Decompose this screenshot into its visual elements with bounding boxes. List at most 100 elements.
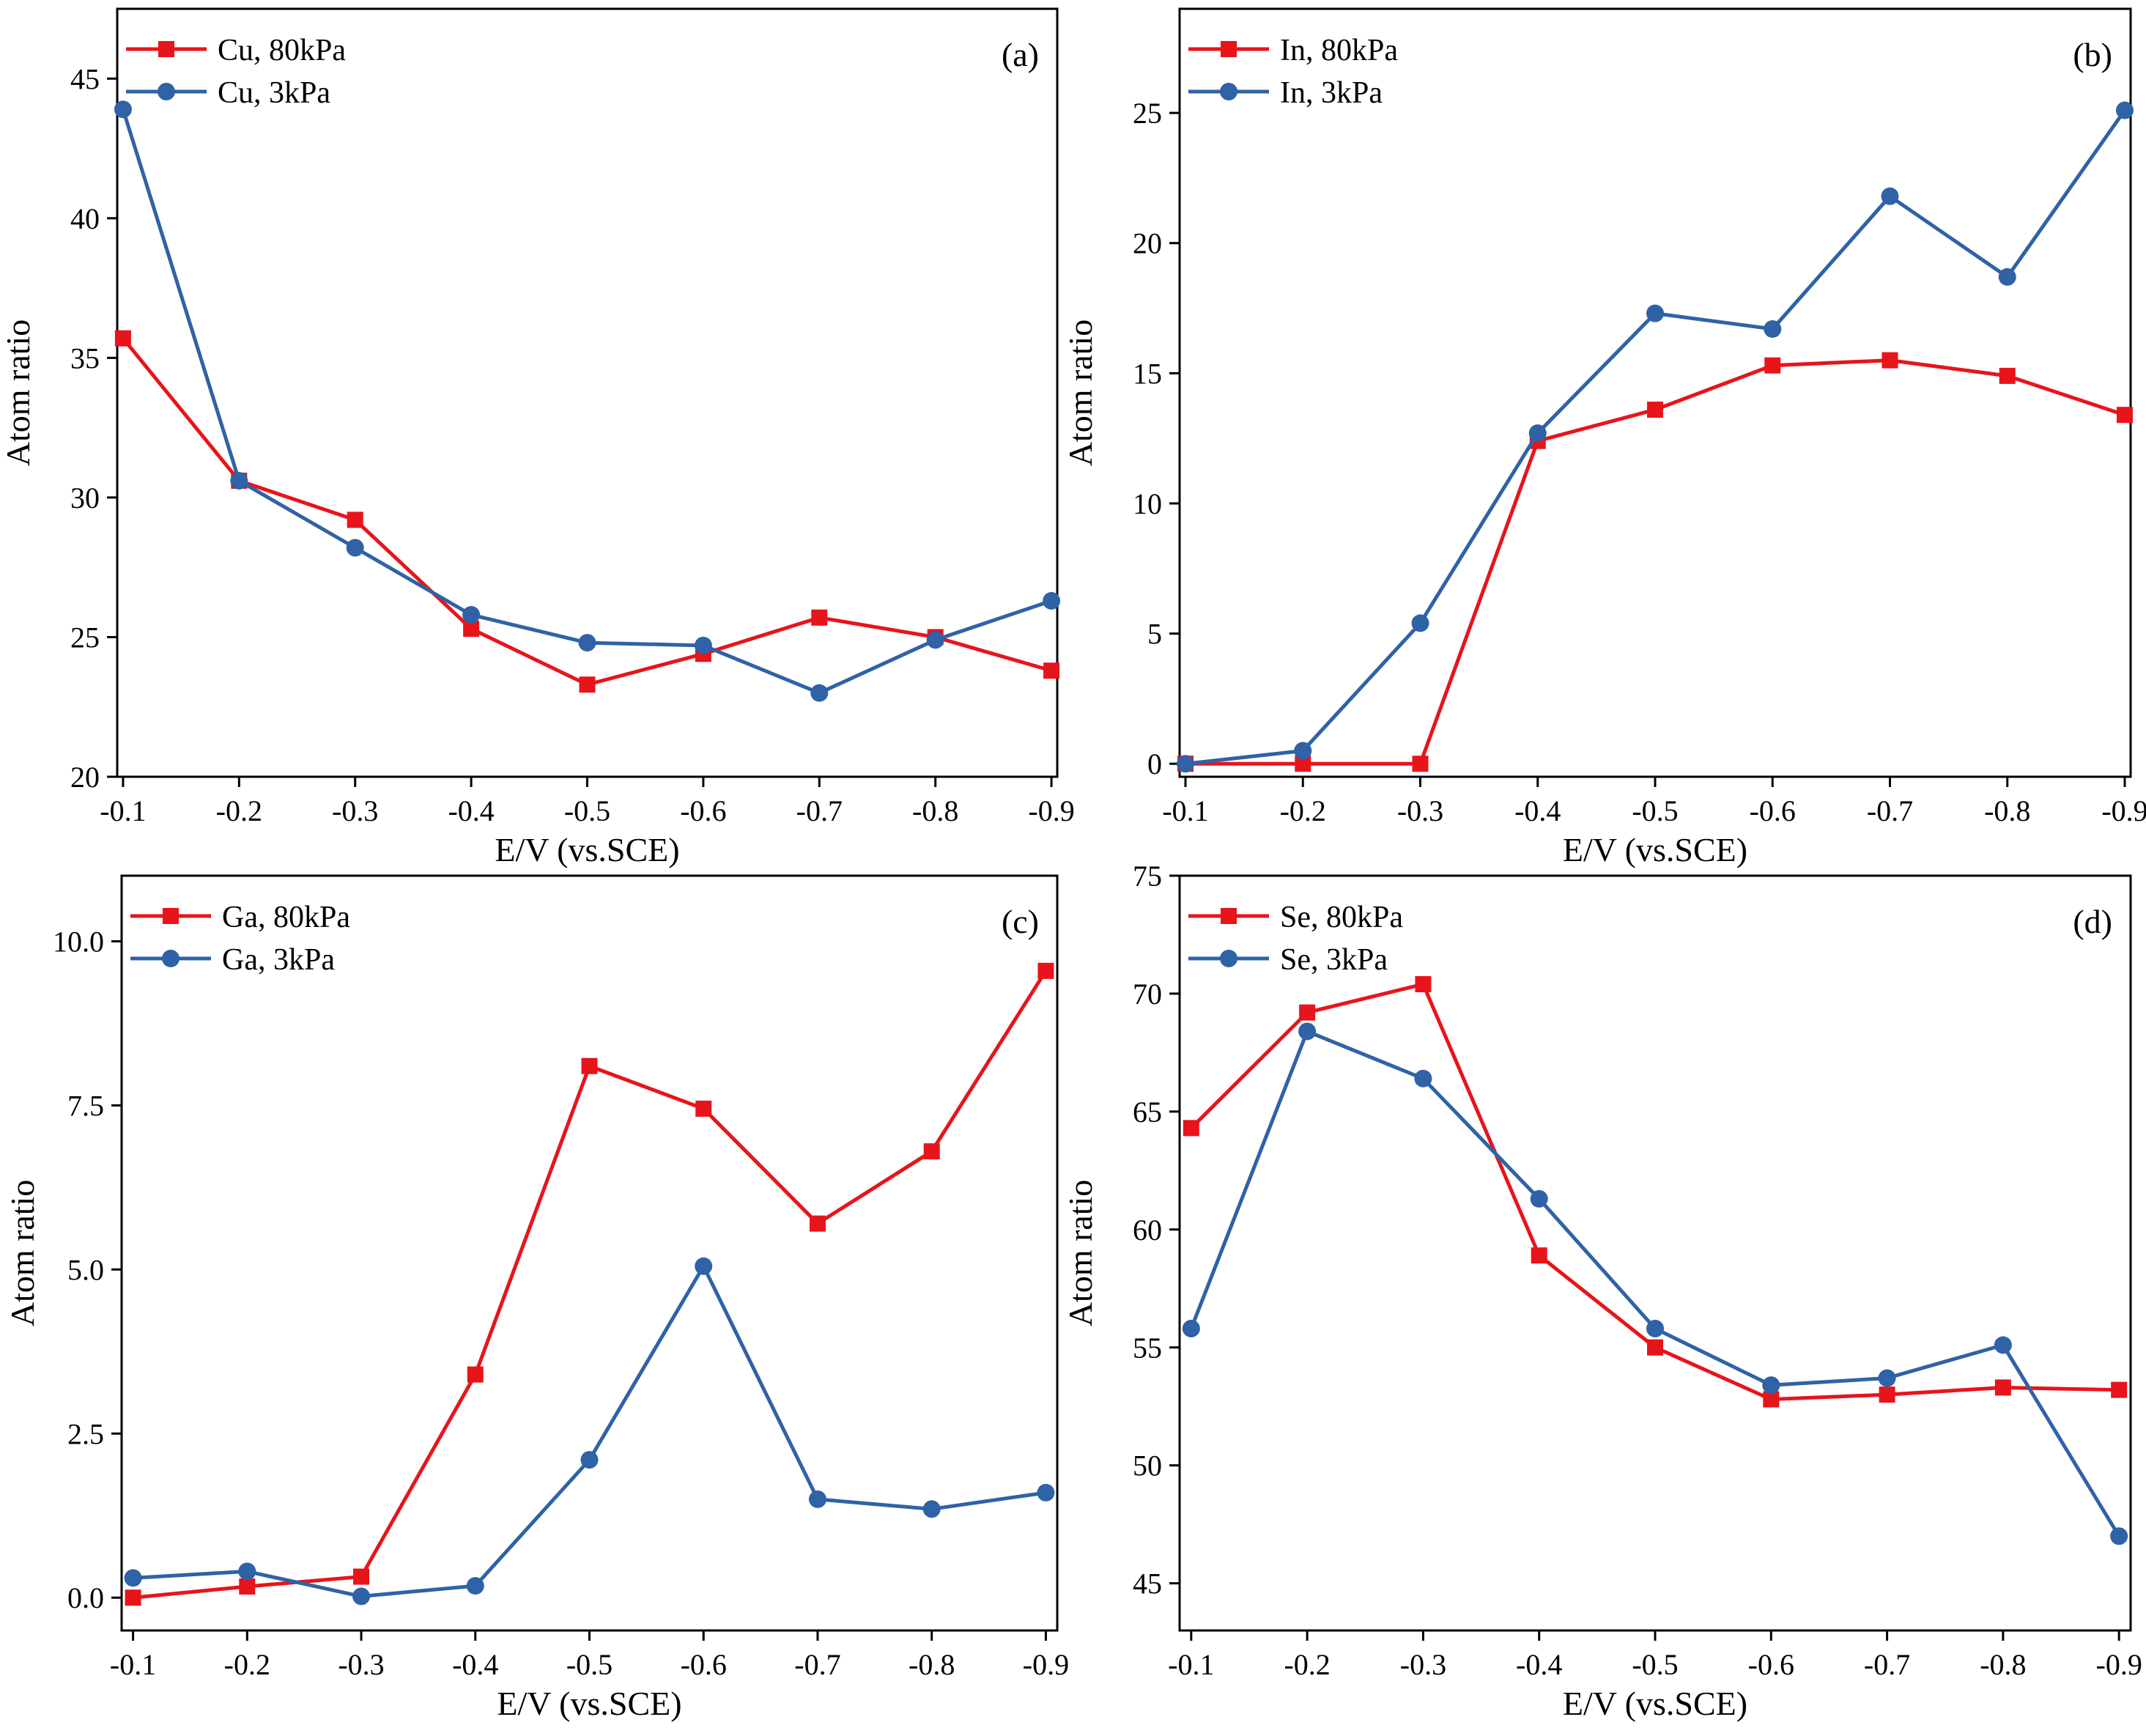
x-tick-label: -0.2 xyxy=(224,1648,270,1681)
x-axis-title: E/V (vs.SCE) xyxy=(497,1685,681,1722)
legend-marker xyxy=(1221,908,1237,924)
data-point xyxy=(1037,962,1054,979)
legend-marker xyxy=(162,950,180,967)
data-point xyxy=(2111,1381,2128,1398)
data-point xyxy=(1994,1336,2012,1354)
data-point xyxy=(1764,357,1781,374)
panel-label: (d) xyxy=(2073,903,2112,940)
y-axis-title: Atom ratio xyxy=(1062,320,1099,467)
data-point xyxy=(581,1057,598,1074)
legend-label: Ga, 3kPa xyxy=(222,943,335,977)
series-line-3kpa xyxy=(1185,109,2127,766)
legend-marker xyxy=(163,908,179,924)
x-tick-label: -0.8 xyxy=(912,794,958,827)
y-axis-title: Atom ratio xyxy=(4,1180,41,1327)
data-point xyxy=(1530,1189,1548,1208)
data-point xyxy=(695,1257,713,1275)
x-axis-title: E/V (vs.SCE) xyxy=(1563,831,1747,868)
data-point xyxy=(1882,352,1898,369)
y-tick-label: 0.0 xyxy=(67,1581,104,1614)
data-point xyxy=(1043,591,1061,610)
data-point xyxy=(1764,320,1782,338)
x-tick-label: -0.3 xyxy=(1397,794,1443,827)
chart-panel-c: -0.1 -0.2 -0.3 -0.4 -0.5 -0.6 -0.7 -0.8 -0.9 0.0 2… xyxy=(4,874,1069,1722)
data-point xyxy=(1999,367,2016,384)
x-tick-label: -0.1 xyxy=(1162,794,1208,827)
y-tick-label: 0 xyxy=(1147,747,1162,780)
x-tick-label: -0.7 xyxy=(1867,794,1913,827)
x-tick-label: -0.1 xyxy=(100,794,146,827)
data-point xyxy=(347,511,363,528)
x-tick-label: -0.9 xyxy=(1023,1648,1069,1681)
data-point xyxy=(114,100,132,119)
y-tick-label: 20 xyxy=(1133,227,1162,260)
data-point xyxy=(2110,1527,2128,1545)
plot-frame xyxy=(120,874,1059,1632)
y-tick-label: 30 xyxy=(70,481,100,514)
data-point xyxy=(1298,1022,1317,1041)
x-tick-label: -0.2 xyxy=(1284,1648,1330,1681)
data-point xyxy=(811,609,828,626)
legend-label: Cu, 3kPa xyxy=(218,76,330,110)
x-tick-label: -0.7 xyxy=(794,1648,840,1681)
y-tick-label: 55 xyxy=(1133,1331,1162,1364)
x-tick-label: -0.9 xyxy=(2096,1648,2142,1681)
x-tick-label: -0.6 xyxy=(1748,1648,1794,1681)
x-tick-label: -0.6 xyxy=(680,794,726,827)
data-point xyxy=(1412,756,1429,772)
data-point xyxy=(1294,742,1312,760)
data-point xyxy=(1043,662,1060,679)
data-point xyxy=(695,1100,712,1117)
data-point xyxy=(1879,1386,1895,1403)
x-tick-label: -0.2 xyxy=(1280,794,1326,827)
legend-marker xyxy=(158,83,175,100)
data-point xyxy=(467,1366,484,1383)
y-axis-title: Atom ratio xyxy=(1062,1180,1099,1327)
x-tick-label: -0.3 xyxy=(1400,1648,1446,1681)
panel-label: (c) xyxy=(1002,903,1039,940)
legend-label: In, 3kPa xyxy=(1280,76,1383,110)
plot-frame xyxy=(116,7,1059,778)
data-point xyxy=(926,631,944,649)
data-point xyxy=(1182,1320,1200,1337)
data-point xyxy=(1647,1339,1663,1356)
y-tick-label: 25 xyxy=(70,621,100,654)
x-tick-label: -0.6 xyxy=(1750,794,1796,827)
x-tick-label: -0.8 xyxy=(1980,1648,2026,1681)
y-tick-label: 75 xyxy=(1133,860,1162,893)
data-point xyxy=(124,1569,142,1587)
y-tick-label: 2.5 xyxy=(67,1417,104,1450)
chart-panel-a: -0.1 -0.2 -0.3 -0.4 -0.5 -0.6 -0.7 -0.8 -0.9 20 25… xyxy=(0,7,1075,868)
data-point xyxy=(923,1143,940,1160)
x-tick-label: -0.5 xyxy=(564,794,610,827)
series-line-3kpa xyxy=(121,108,1052,695)
data-point xyxy=(1299,1004,1316,1021)
data-point xyxy=(1646,304,1664,322)
x-tick-label: -0.1 xyxy=(110,1648,156,1681)
x-tick-label: -0.6 xyxy=(681,1648,727,1681)
data-point xyxy=(1295,756,1311,772)
x-tick-label: -0.7 xyxy=(1864,1648,1910,1681)
data-point xyxy=(462,605,481,624)
series-line-3kpa xyxy=(1189,1029,2121,1537)
data-point xyxy=(1998,267,2016,286)
legend-label: Se, 80kPa xyxy=(1280,901,1403,934)
series-line-80kpa xyxy=(1185,358,2125,766)
legend-label: In, 80kPa xyxy=(1280,34,1398,67)
x-tick-label: -0.5 xyxy=(566,1648,613,1681)
x-tick-label: -0.3 xyxy=(338,1648,384,1681)
x-tick-label: -0.5 xyxy=(1632,794,1678,827)
y-tick-label: 40 xyxy=(70,202,100,235)
legend-label: Cu, 80kPa xyxy=(218,34,346,67)
data-point xyxy=(1878,1369,1896,1387)
y-tick-label: 35 xyxy=(70,341,100,374)
x-tick-label: -0.2 xyxy=(216,794,262,827)
x-tick-label: -0.3 xyxy=(332,794,378,827)
data-point xyxy=(2115,101,2134,119)
panel-label: (a) xyxy=(1002,36,1039,73)
x-axis-title: E/V (vs.SCE) xyxy=(1563,1685,1747,1722)
data-point xyxy=(922,1500,941,1518)
data-point xyxy=(239,1578,256,1595)
data-point xyxy=(1411,614,1429,632)
